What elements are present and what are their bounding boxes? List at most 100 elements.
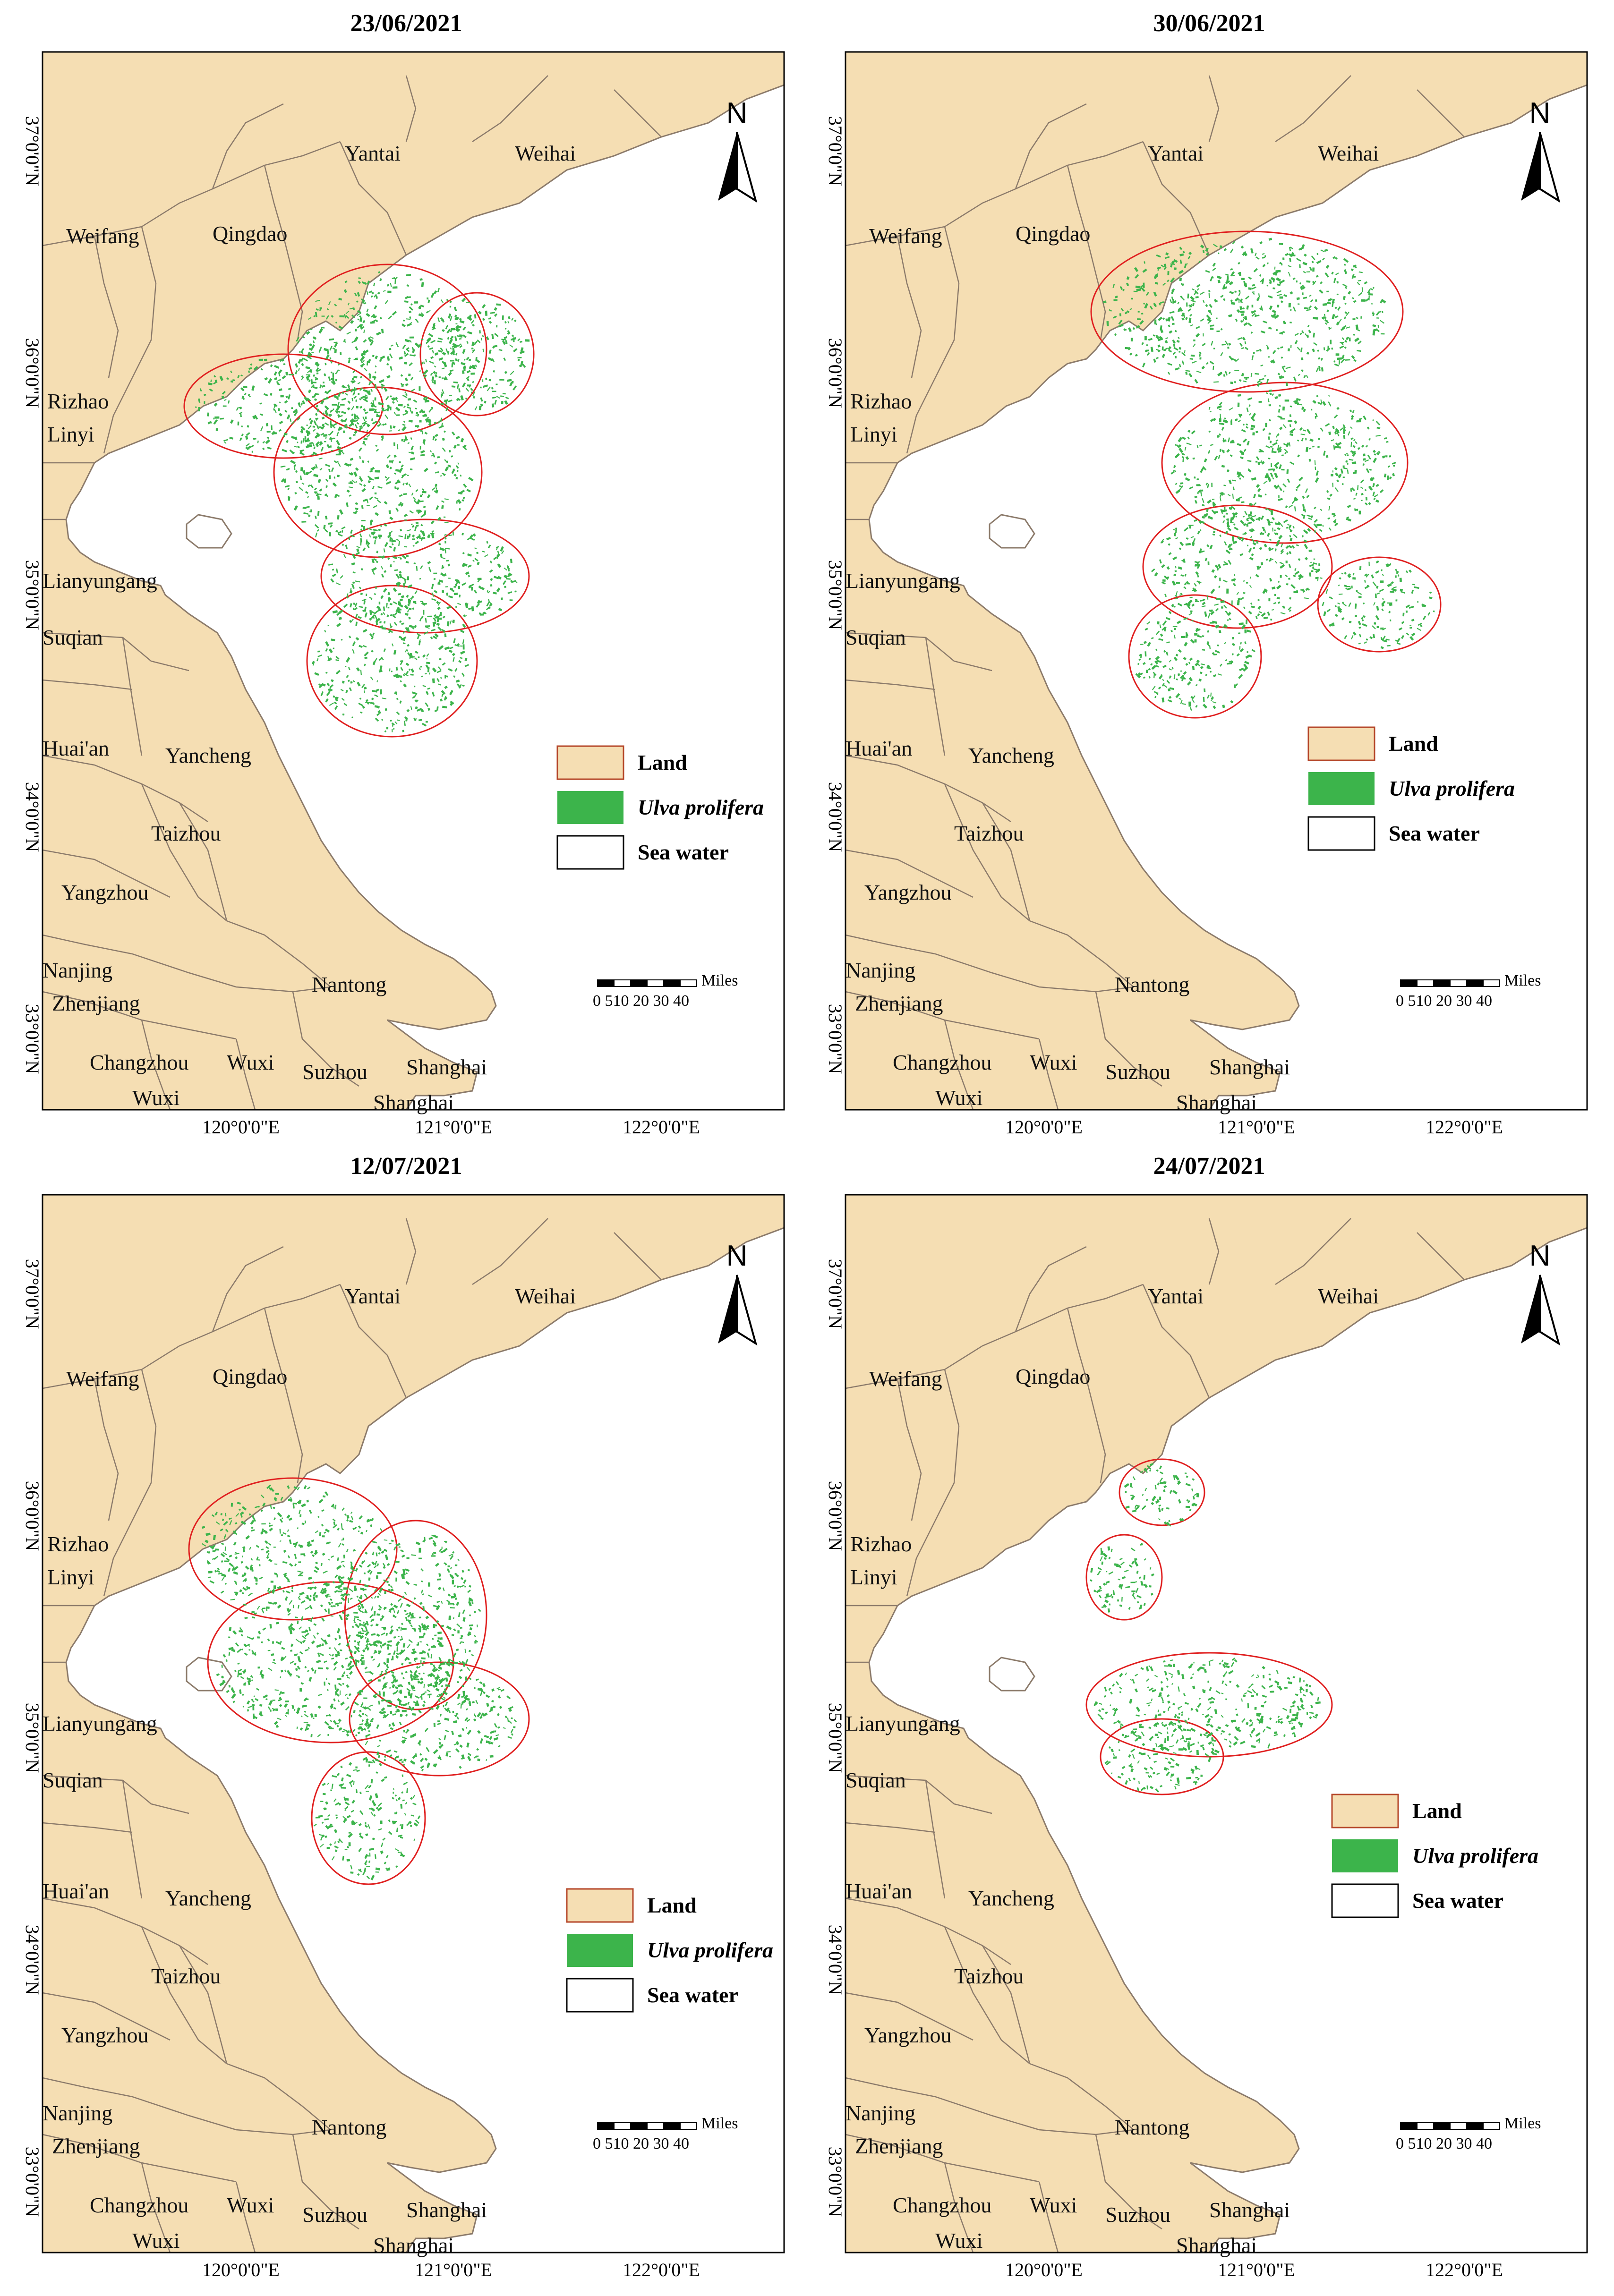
city-label-rizhao: Rizhao xyxy=(850,1532,912,1556)
north-arrow-icon: N xyxy=(1521,1240,1561,1346)
admin-boundary xyxy=(42,1775,189,1814)
city-label-weifang: Weifang xyxy=(869,1367,942,1391)
ulva-speckle xyxy=(1090,1463,1321,1793)
admin-boundary xyxy=(1142,141,1210,255)
bloom-outline xyxy=(188,1477,398,1621)
scale-ticks: 0 510 20 30 40 xyxy=(593,2135,689,2152)
bloom-outline xyxy=(1090,230,1404,393)
longitude-label: 122°0'0"E xyxy=(1426,2259,1503,2280)
latitude-label: 33°0'0"N xyxy=(825,1004,846,1074)
panel-date-title: 23/06/2021 xyxy=(350,10,462,37)
admin-boundary xyxy=(405,1218,417,1285)
map-frame: Yantai Weihai Weifang Qingdao Rizhao Linyi Lia… xyxy=(22,51,785,1138)
latitude-label: 35°0'0"N xyxy=(22,1703,43,1773)
longitude-label: 121°0'0"E xyxy=(415,2259,492,2280)
city-label-wuxi-b: Wuxi xyxy=(935,2228,982,2253)
legend-swatch-sea xyxy=(556,835,624,870)
panel-date-title: 24/07/2021 xyxy=(1153,1153,1265,1180)
coastal-inlet xyxy=(989,1657,1035,1692)
city-label-taizhou: Taizhou xyxy=(954,821,1024,845)
admin-boundary xyxy=(982,802,1031,921)
admin-boundary xyxy=(339,141,407,255)
map-panel-1: 23/06/2021 Yantai Weihai Weifang Qingdao Riz… xyxy=(0,0,812,1143)
admin-boundary xyxy=(42,849,171,898)
latitude-label: 37°0'0"N xyxy=(825,116,846,186)
map-border xyxy=(42,1194,785,2253)
admin-boundary xyxy=(141,783,227,921)
bloom-outline xyxy=(1317,556,1442,653)
city-label-linyi: Linyi xyxy=(850,1565,897,1589)
admin-boundary xyxy=(235,1038,256,1110)
bloom-outline xyxy=(1128,594,1262,719)
admin-boundary xyxy=(103,1369,157,1597)
admin-boundary xyxy=(982,1945,1031,2064)
longitude-label: 120°0'0"E xyxy=(1005,2259,1083,2280)
admin-boundary xyxy=(141,1926,227,2064)
latitude-label: 34°0'0"N xyxy=(22,782,43,852)
city-label-rizhao: Rizhao xyxy=(850,389,912,413)
city-label-yancheng: Yancheng xyxy=(165,743,251,767)
city-label-wuxi-a: Wuxi xyxy=(227,1050,274,1074)
city-label-yantai: Yantai xyxy=(1148,1284,1204,1308)
admin-boundary xyxy=(614,89,662,137)
city-label-shanghai-a: Shanghai xyxy=(1209,1055,1290,1079)
legend-label-sea: Sea water xyxy=(647,1983,738,2007)
legend-swatch-land xyxy=(1307,726,1375,761)
city-label-yangzhou: Yangzhou xyxy=(61,880,148,904)
map-border xyxy=(845,1194,1588,2253)
admin-boundary xyxy=(226,920,331,987)
legend-swatch-ulva xyxy=(567,1934,633,1967)
city-label-shanghai-a: Shanghai xyxy=(406,1055,487,1079)
city-label-changzhou: Changzhou xyxy=(90,2193,189,2217)
city-label-nantong: Nantong xyxy=(1115,972,1189,996)
admin-boundary xyxy=(897,236,922,378)
scale-unit: Miles xyxy=(1504,2115,1541,2132)
city-label-yangzhou: Yangzhou xyxy=(61,2023,148,2047)
ulva-bloom-area xyxy=(183,264,535,738)
longitude-label: 121°0'0"E xyxy=(415,1116,492,1138)
city-label-nantong: Nantong xyxy=(312,972,386,996)
city-label-yangzhou: Yangzhou xyxy=(864,2023,951,2047)
admin-boundary xyxy=(845,1992,974,2041)
city-label-yantai: Yantai xyxy=(345,1284,401,1308)
admin-boundary xyxy=(1029,920,1134,987)
legend-label-ulva: Ulva prolifera xyxy=(647,1938,773,1962)
admin-boundary xyxy=(1095,2134,1162,2230)
admin-boundary xyxy=(42,1284,341,1389)
admin-boundary xyxy=(845,632,992,672)
city-label-suqian: Suqian xyxy=(845,1768,906,1792)
city-label-wuxi-b: Wuxi xyxy=(132,1086,179,1110)
admin-boundary xyxy=(906,226,960,454)
city-label-weifang: Weifang xyxy=(66,224,139,248)
legend-swatch-sea xyxy=(1331,1883,1399,1918)
latitude-label: 33°0'0"N xyxy=(22,1004,43,1074)
admin-boundary xyxy=(42,141,341,247)
coastal-inlet xyxy=(989,514,1035,549)
legend-swatch-land xyxy=(1331,1794,1399,1828)
legend: Land Ulva prolifera Sea water xyxy=(566,1888,773,2013)
admin-boundary xyxy=(1275,75,1351,143)
legend-swatch-ulva xyxy=(1332,1839,1398,1872)
admin-boundary xyxy=(845,1775,992,1814)
admin-boundary xyxy=(845,1284,1144,1389)
admin-boundary xyxy=(906,1369,960,1597)
admin-boundary xyxy=(1417,1232,1465,1280)
coastal-inlet xyxy=(186,514,232,549)
admin-boundary xyxy=(235,2181,256,2253)
city-label-weifang: Weifang xyxy=(869,224,942,248)
longitude-label: 120°0'0"E xyxy=(1005,1116,1083,1138)
admin-boundary xyxy=(845,141,1144,247)
city-label-shanghai-b: Shanghai xyxy=(1176,2233,1257,2257)
city-label-rizhao: Rizhao xyxy=(47,389,109,413)
admin-boundary xyxy=(925,637,946,756)
city-label-changzhou: Changzhou xyxy=(893,2193,992,2217)
city-label-zhenjiang: Zhenjiang xyxy=(855,2134,943,2158)
latitude-label: 34°0'0"N xyxy=(825,782,846,852)
admin-boundary xyxy=(1142,1284,1210,1398)
city-label-shanghai-a: Shanghai xyxy=(1209,2198,1290,2222)
city-label-weihai: Weihai xyxy=(1318,1284,1379,1308)
map-frame: Yantai Weihai Weifang Qingdao Rizhao Linyi Lia… xyxy=(825,51,1588,1138)
bloom-outline xyxy=(1085,1652,1333,1758)
legend: Land Ulva prolifera Sea water xyxy=(1331,1794,1538,1918)
latitude-label: 33°0'0"N xyxy=(22,2147,43,2217)
